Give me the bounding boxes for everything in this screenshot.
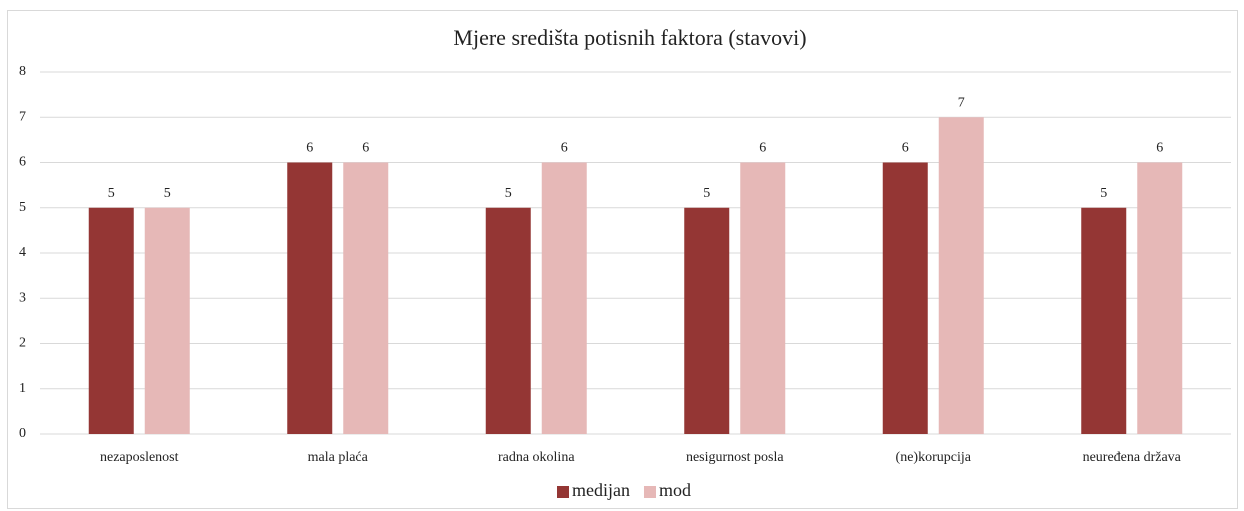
y-tick-label: 2 bbox=[19, 336, 26, 351]
y-tick-label: 0 bbox=[19, 426, 26, 441]
x-tick-label: (ne)korupcija bbox=[896, 450, 972, 465]
bar bbox=[485, 207, 531, 434]
chart-border bbox=[7, 10, 1238, 509]
bar bbox=[144, 207, 190, 434]
legend-label: medijan bbox=[572, 480, 630, 500]
legend-swatch bbox=[643, 486, 656, 498]
data-label: 6 bbox=[1156, 141, 1163, 156]
data-label: 5 bbox=[164, 186, 171, 201]
bar bbox=[541, 162, 587, 434]
x-tick-label: mala plaća bbox=[308, 450, 369, 465]
chart-title: Mjere središta potisnih faktora (stavovi… bbox=[453, 25, 806, 50]
x-tick-label: nesigurnost posla bbox=[686, 450, 784, 465]
data-label: 5 bbox=[505, 186, 512, 201]
y-tick-label: 5 bbox=[19, 200, 26, 215]
legend-label: mod bbox=[659, 480, 691, 500]
data-label: 6 bbox=[902, 141, 909, 156]
bar bbox=[938, 117, 984, 434]
x-tick-label: radna okolina bbox=[498, 450, 575, 465]
data-label: 6 bbox=[759, 141, 766, 156]
y-tick-label: 3 bbox=[19, 290, 26, 305]
bar bbox=[88, 207, 134, 434]
data-label: 5 bbox=[108, 186, 115, 201]
data-label: 5 bbox=[703, 186, 710, 201]
y-tick-label: 8 bbox=[19, 64, 26, 79]
bar bbox=[684, 207, 730, 434]
bar bbox=[1137, 162, 1183, 434]
y-tick-label: 6 bbox=[19, 155, 26, 170]
y-tick-label: 7 bbox=[19, 109, 26, 124]
data-label: 7 bbox=[958, 95, 965, 110]
data-label: 6 bbox=[561, 141, 568, 156]
bar bbox=[287, 162, 333, 434]
y-tick-label: 4 bbox=[19, 245, 26, 260]
y-tick-label: 1 bbox=[19, 381, 26, 396]
legend-swatch bbox=[557, 486, 569, 498]
bar bbox=[343, 162, 389, 434]
x-tick-label: nezaposlenost bbox=[100, 450, 179, 465]
bar bbox=[740, 162, 786, 434]
x-tick-label: neuređena država bbox=[1083, 450, 1182, 465]
data-label: 6 bbox=[362, 141, 369, 156]
data-label: 6 bbox=[306, 141, 313, 156]
bar bbox=[882, 162, 928, 434]
bar bbox=[1081, 207, 1127, 434]
data-label: 5 bbox=[1100, 186, 1107, 201]
